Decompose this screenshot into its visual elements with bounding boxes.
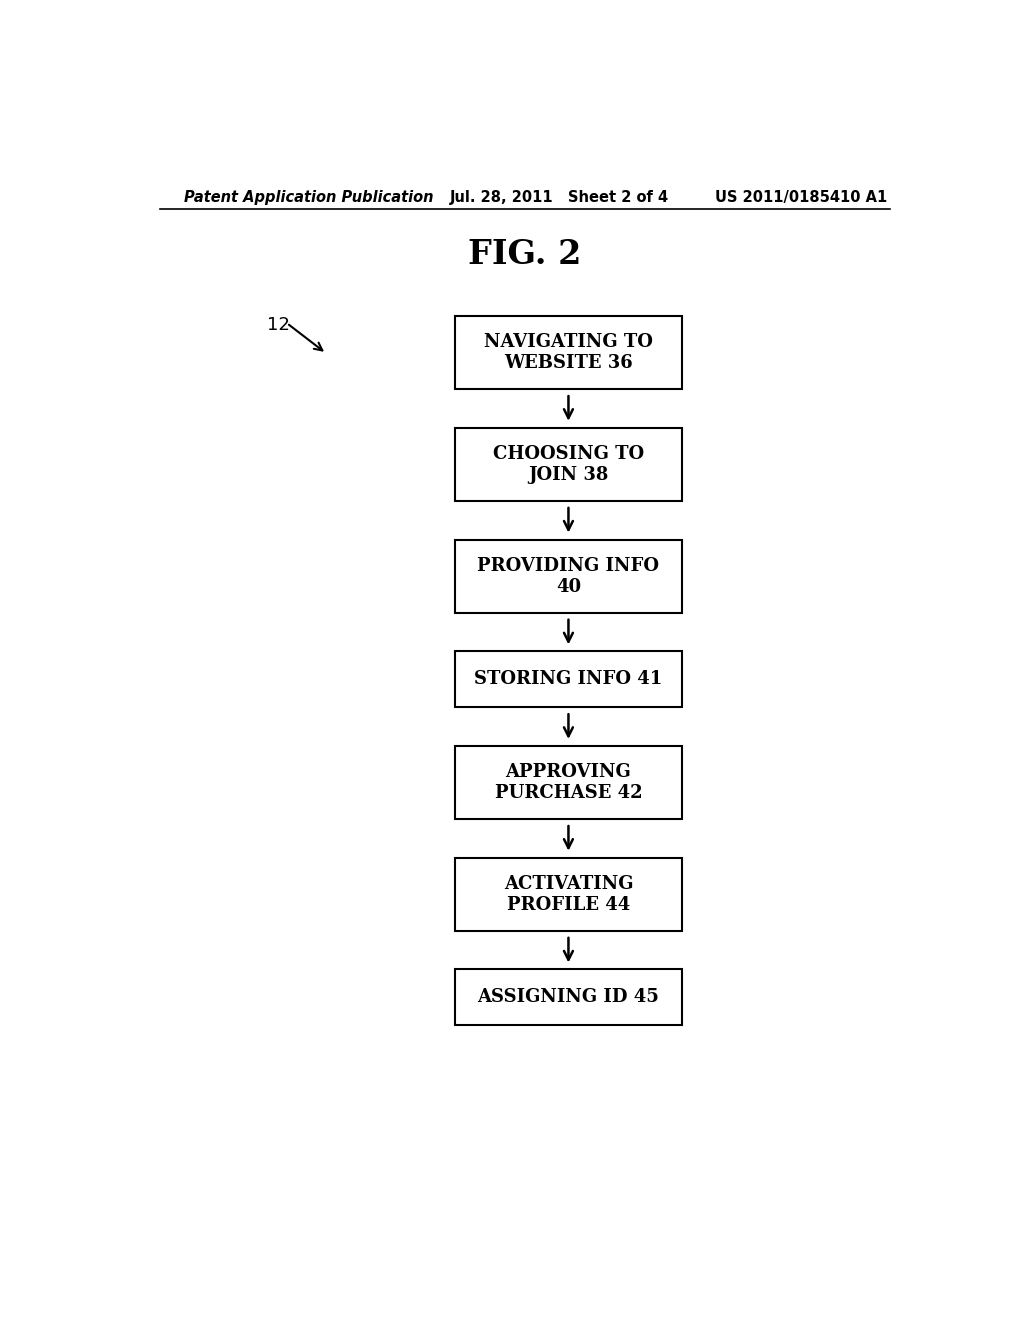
Text: CHOOSING TO
JOIN 38: CHOOSING TO JOIN 38 [493, 445, 644, 483]
Text: Patent Application Publication: Patent Application Publication [183, 190, 433, 205]
FancyBboxPatch shape [456, 969, 682, 1026]
Text: ASSIGNING ID 45: ASSIGNING ID 45 [477, 989, 659, 1006]
Text: 12: 12 [267, 315, 290, 334]
FancyBboxPatch shape [456, 858, 682, 931]
FancyBboxPatch shape [456, 746, 682, 818]
Text: PROVIDING INFO
40: PROVIDING INFO 40 [477, 557, 659, 595]
FancyBboxPatch shape [456, 428, 682, 500]
FancyBboxPatch shape [456, 315, 682, 389]
Text: NAVIGATING TO
WEBSITE 36: NAVIGATING TO WEBSITE 36 [484, 333, 653, 372]
FancyBboxPatch shape [456, 651, 682, 708]
Text: ACTIVATING
PROFILE 44: ACTIVATING PROFILE 44 [504, 875, 633, 913]
Text: FIG. 2: FIG. 2 [468, 239, 582, 272]
FancyBboxPatch shape [456, 540, 682, 612]
Text: APPROVING
PURCHASE 42: APPROVING PURCHASE 42 [495, 763, 642, 801]
Text: STORING INFO 41: STORING INFO 41 [474, 671, 663, 688]
Text: US 2011/0185410 A1: US 2011/0185410 A1 [715, 190, 888, 205]
Text: Jul. 28, 2011   Sheet 2 of 4: Jul. 28, 2011 Sheet 2 of 4 [450, 190, 669, 205]
